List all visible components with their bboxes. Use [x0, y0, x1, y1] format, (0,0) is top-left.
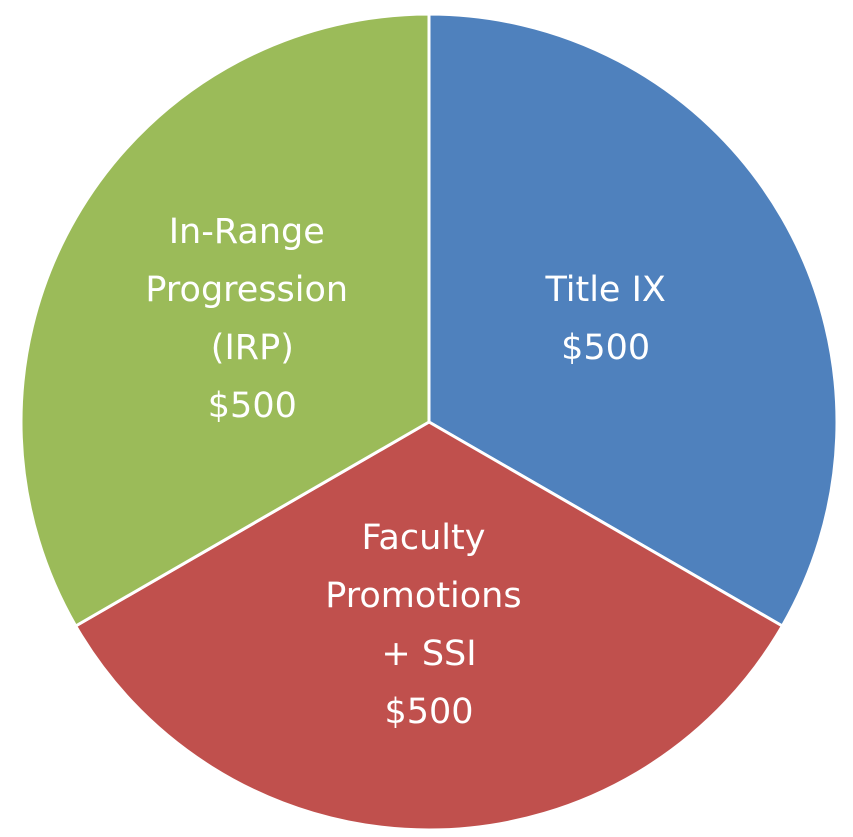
pie-slice: [73, 420, 785, 832]
slice-value-label: $500: [384, 692, 473, 732]
slice-label: Faculty Promotions + SSI: [325, 518, 532, 674]
slice-value-label: $500: [208, 386, 297, 426]
pie-slice: [427, 12, 839, 629]
slice-value-label: $500: [561, 328, 650, 368]
slice-label: In-Range Progression (IRP): [145, 212, 359, 368]
slice-label: Title IX: [544, 270, 665, 310]
pie-slice: [19, 12, 431, 629]
